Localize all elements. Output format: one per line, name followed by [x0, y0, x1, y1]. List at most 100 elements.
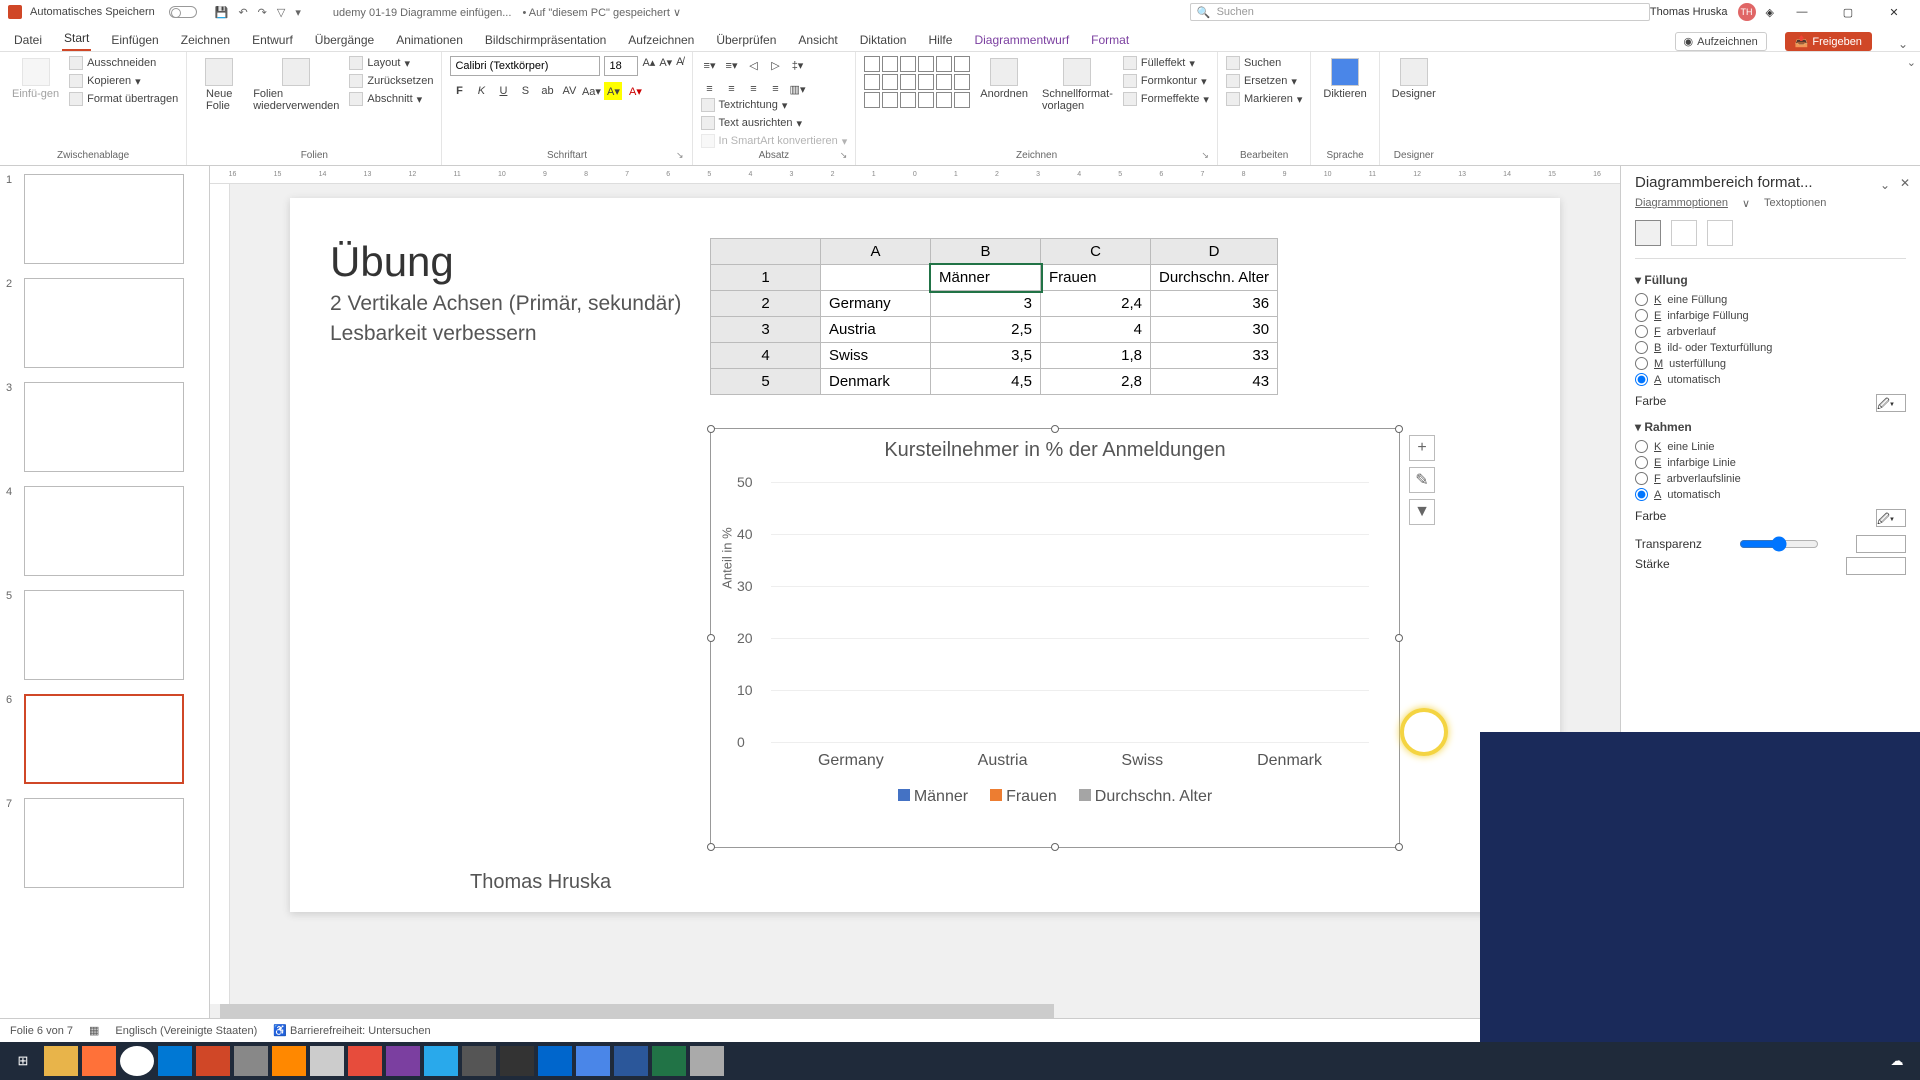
- border-option-3[interactable]: Automatisch: [1635, 488, 1906, 501]
- record-button[interactable]: ◉ Aufzeichnen: [1675, 32, 1767, 51]
- columns-button[interactable]: ▥▾: [789, 80, 807, 98]
- vlc-icon[interactable]: [272, 1046, 306, 1076]
- tab-einfuegen[interactable]: Einfügen: [109, 29, 160, 51]
- pane-fill-icon[interactable]: [1635, 220, 1661, 246]
- border-color-button[interactable]: 🖉▾: [1876, 509, 1906, 527]
- select-button[interactable]: Markieren ▾: [1226, 92, 1302, 106]
- app-icon-5[interactable]: [538, 1046, 572, 1076]
- tab-format[interactable]: Format: [1089, 29, 1131, 51]
- doc-title[interactable]: udemy 01-19 Diagramme einfügen... • Auf …: [313, 6, 1190, 19]
- outlook-icon[interactable]: [158, 1046, 192, 1076]
- grow-font-icon[interactable]: A▴: [642, 56, 655, 76]
- align-left-button[interactable]: ≡: [701, 80, 719, 98]
- strike-button[interactable]: S: [516, 82, 534, 100]
- tab-hilfe[interactable]: Hilfe: [926, 29, 954, 51]
- ribbon-options-icon[interactable]: ⌄: [1903, 52, 1920, 165]
- width-input[interactable]: [1846, 557, 1906, 575]
- chart-title[interactable]: Kursteilnehmer in % der Anmeldungen: [711, 429, 1399, 472]
- fill-option-3[interactable]: Bild- oder Texturfüllung: [1635, 341, 1906, 354]
- cut-button[interactable]: Ausschneiden: [69, 56, 178, 70]
- maximize-button[interactable]: ▢: [1830, 6, 1866, 19]
- border-option-2[interactable]: Farbverlaufslinie: [1635, 472, 1906, 485]
- thumbnail-7[interactable]: 7: [6, 798, 203, 888]
- chart[interactable]: + ✎ ▼ Kursteilnehmer in % der Anmeldunge…: [710, 428, 1400, 848]
- pane-collapse-icon[interactable]: ⌄: [1880, 178, 1890, 192]
- user-name[interactable]: Thomas Hruska: [1650, 6, 1728, 18]
- linespacing-button[interactable]: ‡▾: [789, 56, 807, 74]
- tab-aufzeichnen[interactable]: Aufzeichnen: [626, 29, 696, 51]
- thumbnail-4[interactable]: 4: [6, 486, 203, 576]
- accessibility-icon[interactable]: ▦: [89, 1024, 99, 1037]
- qat-more-icon[interactable]: ▾: [295, 6, 301, 19]
- reset-button[interactable]: Zurücksetzen: [349, 74, 433, 88]
- obs-icon[interactable]: [500, 1046, 534, 1076]
- onenote-icon[interactable]: [386, 1046, 420, 1076]
- tab-animationen[interactable]: Animationen: [394, 29, 465, 51]
- thumbnail-6[interactable]: 6: [6, 694, 203, 784]
- bold-button[interactable]: F: [450, 82, 468, 100]
- clear-format-icon[interactable]: A̸: [676, 56, 683, 76]
- tray-weather-icon[interactable]: ☁: [1880, 1046, 1914, 1076]
- pane-effects-icon[interactable]: [1671, 220, 1697, 246]
- shadow-button[interactable]: ab: [538, 82, 556, 100]
- bullets-button[interactable]: ≡▾: [701, 56, 719, 74]
- slide-counter[interactable]: Folie 6 von 7: [10, 1025, 73, 1037]
- section-button[interactable]: Abschnitt ▾: [349, 92, 433, 106]
- explorer-icon[interactable]: [44, 1046, 78, 1076]
- dictate-button[interactable]: Diktieren: [1319, 56, 1370, 102]
- pane-tab-options[interactable]: Diagrammoptionen: [1635, 197, 1728, 210]
- shape-gallery[interactable]: [864, 56, 970, 108]
- designer-button[interactable]: Designer: [1388, 56, 1440, 102]
- indent-inc-button[interactable]: ▷: [767, 56, 785, 74]
- firefox-icon[interactable]: [82, 1046, 116, 1076]
- fill-color-button[interactable]: 🖉▾: [1876, 394, 1906, 412]
- border-option-1[interactable]: Einfarbige Linie: [1635, 456, 1906, 469]
- app-icon-3[interactable]: [348, 1046, 382, 1076]
- copy-button[interactable]: Kopieren ▾: [69, 74, 178, 88]
- word-icon[interactable]: [614, 1046, 648, 1076]
- fill-option-2[interactable]: Farbverlauf: [1635, 325, 1906, 338]
- border-option-0[interactable]: Keine Linie: [1635, 440, 1906, 453]
- pane-close-icon[interactable]: ✕: [1900, 176, 1910, 190]
- tab-entwurf[interactable]: Entwurf: [250, 29, 295, 51]
- thumbnail-1[interactable]: 1: [6, 174, 203, 264]
- redo-icon[interactable]: ↷: [258, 6, 267, 19]
- arrange-button[interactable]: Anordnen: [976, 56, 1032, 102]
- justify-button[interactable]: ≡: [767, 80, 785, 98]
- data-table[interactable]: ABCD1MännerFrauenDurchschn. Alter2German…: [710, 238, 1278, 395]
- shrink-font-icon[interactable]: A▾: [659, 56, 672, 76]
- schrift-launcher-icon[interactable]: ↘: [676, 150, 684, 161]
- autosave-toggle[interactable]: [169, 6, 197, 18]
- layout-button[interactable]: Layout ▾: [349, 56, 433, 70]
- shape-fill-button[interactable]: Fülleffekt ▾: [1123, 56, 1209, 70]
- fill-option-1[interactable]: Einfarbige Füllung: [1635, 309, 1906, 322]
- fill-option-0[interactable]: Keine Füllung: [1635, 293, 1906, 306]
- thumbnail-2[interactable]: 2: [6, 278, 203, 368]
- save-icon[interactable]: 💾: [215, 6, 229, 19]
- minimize-button[interactable]: —: [1784, 6, 1820, 18]
- slide-canvas[interactable]: Übung 2 Vertikale Achsen (Primär, sekund…: [230, 184, 1620, 1004]
- textdirection-button[interactable]: Textrichtung ▾: [701, 98, 848, 112]
- tab-ansicht[interactable]: Ansicht: [796, 29, 839, 51]
- tab-uebergaenge[interactable]: Übergänge: [313, 29, 376, 51]
- italic-button[interactable]: K: [472, 82, 490, 100]
- slide-footer[interactable]: Thomas Hruska: [470, 871, 611, 894]
- chart-styles-icon[interactable]: ✎: [1409, 467, 1435, 493]
- shape-effects-button[interactable]: Formeffekte ▾: [1123, 92, 1209, 106]
- fill-option-4[interactable]: Musterfüllung: [1635, 357, 1906, 370]
- present-icon[interactable]: ▽: [277, 6, 285, 19]
- chrome-icon[interactable]: [120, 1046, 154, 1076]
- underline-button[interactable]: U: [494, 82, 512, 100]
- app-icon-7[interactable]: [690, 1046, 724, 1076]
- numbering-button[interactable]: ≡▾: [723, 56, 741, 74]
- chart-filter-icon[interactable]: ▼: [1409, 499, 1435, 525]
- transparency-input[interactable]: [1856, 535, 1906, 553]
- chart-elements-icon[interactable]: +: [1409, 435, 1435, 461]
- transparency-slider[interactable]: [1739, 536, 1819, 552]
- accessibility-status[interactable]: ♿ Barrierefreiheit: Untersuchen: [273, 1024, 430, 1037]
- diamond-icon[interactable]: ◈: [1766, 6, 1774, 19]
- undo-icon[interactable]: ↶: [238, 6, 247, 19]
- font-size-select[interactable]: [604, 56, 638, 76]
- chart-plot[interactable]: Anteil in % 01020304050: [771, 482, 1369, 742]
- case-button[interactable]: Aa▾: [582, 82, 600, 100]
